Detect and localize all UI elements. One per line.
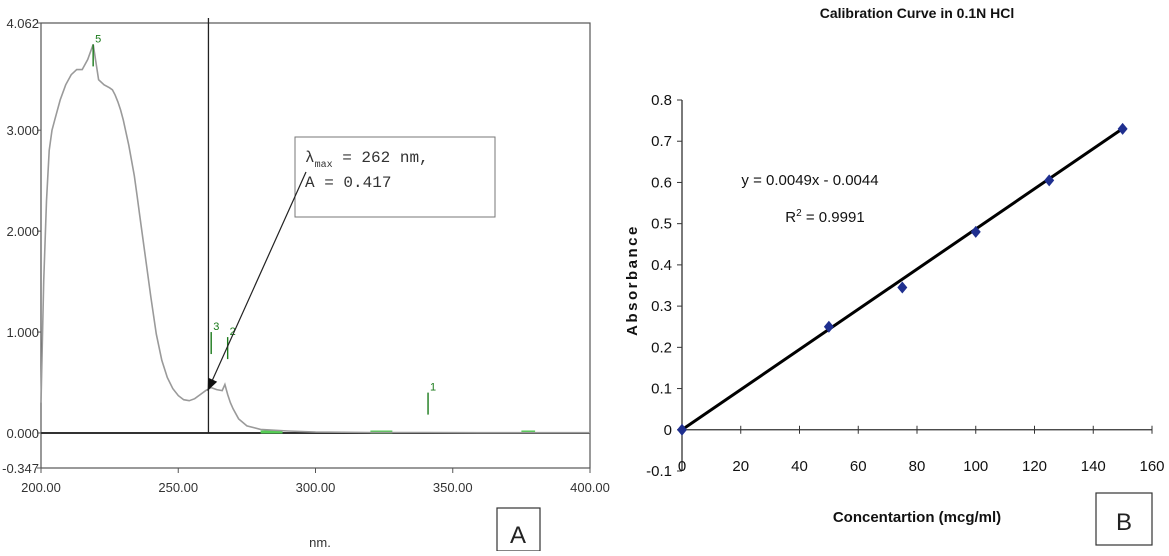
- peak-label: 2: [230, 326, 236, 338]
- lambda-value: = 262 nm,: [333, 149, 429, 167]
- peak-label: 3: [213, 321, 219, 333]
- calibration-y-tick-label: 0.5: [651, 216, 672, 233]
- regression-equation: y = 0.0049x - 0.0044: [741, 172, 878, 189]
- lambda-subscript: max: [315, 160, 333, 171]
- spectrum-y-tick-label: 4.062: [6, 16, 39, 31]
- r-squared-value: = 0.9991: [802, 209, 865, 226]
- calibration-y-tick-label: 0: [664, 422, 672, 439]
- calibration-point: [1117, 122, 1128, 135]
- lambda-max-annotation-box: [294, 136, 496, 218]
- annotation-arrow-head: [207, 377, 218, 391]
- calibration-x-label: Concentartion (mcg/ml): [833, 509, 1001, 526]
- calibration-point: [677, 423, 687, 436]
- calibration-x-tick-label: 120: [1022, 458, 1047, 475]
- calibration-point: [897, 281, 908, 294]
- r-squared-sup: 2: [796, 208, 802, 219]
- spectrum-x-tick-label: 200.00: [21, 480, 61, 495]
- calibration-y-tick-label: 0.4: [651, 257, 672, 274]
- spectrum-x-axis: 200.00 250.00 300.00 350.00 400.00: [21, 468, 610, 495]
- peak-label: 5: [95, 33, 101, 45]
- calibration-y-tick-label: 0.7: [651, 133, 672, 150]
- spectrum-x-label: nm.: [309, 535, 331, 550]
- panel-a-label-box: [496, 507, 541, 552]
- spectrum-plot-frame: [40, 22, 591, 469]
- spectrum-y-tick-label: 3.000: [6, 123, 39, 138]
- calibration-x-tick-label: 20: [732, 458, 749, 475]
- spectrum-y-tick-label: 0.000: [6, 426, 39, 441]
- r-squared: R2 = 0.9991: [785, 208, 864, 226]
- spectrum-curve: [40, 44, 590, 434]
- lambda-max-text: λmax = 262 nm,: [305, 149, 429, 171]
- spectrum-y-tick-label: 2.000: [6, 224, 39, 239]
- panel-a-label: A: [510, 522, 526, 549]
- spectrum-x-tick-label: 250.00: [158, 480, 198, 495]
- calibration-x-tick-label: 100: [963, 458, 988, 475]
- spectrum-y-tick-label: 1.000: [6, 325, 39, 340]
- spectrum-y-tick-label: -0.347: [2, 461, 39, 476]
- peak-label: 1: [430, 382, 436, 394]
- calibration-title: Calibration Curve in 0.1N HCl: [820, 5, 1014, 21]
- peak-markers: 5 3 2 1: [92, 33, 436, 415]
- calibration-y-ticks: -0.1 0 0.1 0.2 0.3 0.4 0.5 0.6 0.7 0.8: [646, 92, 682, 480]
- calibration-x-tick-label: 80: [909, 458, 926, 475]
- calibration-point: [823, 320, 834, 333]
- calibration-x-tick-label: 140: [1081, 458, 1106, 475]
- lambda-symbol: λ: [305, 149, 315, 167]
- calibration-y-tick-label: 0.3: [651, 298, 672, 315]
- spectrum-x-tick-label: 300.00: [296, 480, 336, 495]
- calibration-y-tick-label: 0.8: [651, 92, 672, 109]
- calibration-y-tick-label: 0.2: [651, 339, 672, 356]
- calibration-y-tick-label: -0.1: [646, 463, 672, 480]
- calibration-x-tick-label: 160: [1139, 458, 1164, 475]
- calibration-x-ticks: 0 20 40 60 80 100 120 140 160: [678, 425, 1165, 475]
- r-squared-letter: R: [785, 209, 796, 226]
- calibration-y-tick-label: 0.6: [651, 174, 672, 191]
- calibration-point: [970, 225, 981, 238]
- annotation-arrow: [207, 171, 307, 391]
- calibration-x-tick-label: 40: [791, 458, 808, 475]
- panel-b-calibration: Calibration Curve in 0.1N HCl -0.1 0 0.1 0.…: [624, 5, 1165, 546]
- panel-b-label-box: [1095, 492, 1153, 546]
- panel-b-label: B: [1116, 509, 1132, 536]
- calibration-y-label: Absorbance: [624, 224, 641, 336]
- calibration-x-tick-label: 60: [850, 458, 867, 475]
- absorbance-value-text: A = 0.417: [305, 174, 391, 192]
- spectrum-y-axis: 4.062 3.000 2.000 1.000 0.000 -0.347: [2, 16, 41, 476]
- calibration-point: [1044, 174, 1055, 187]
- calibration-x-tick-label: 0: [678, 458, 686, 475]
- spectrum-x-tick-label: 400.00: [570, 480, 610, 495]
- calibration-data-points: [677, 122, 1128, 436]
- spectrum-x-tick-label: 350.00: [433, 480, 473, 495]
- calibration-y-tick-label: 0.1: [651, 381, 672, 398]
